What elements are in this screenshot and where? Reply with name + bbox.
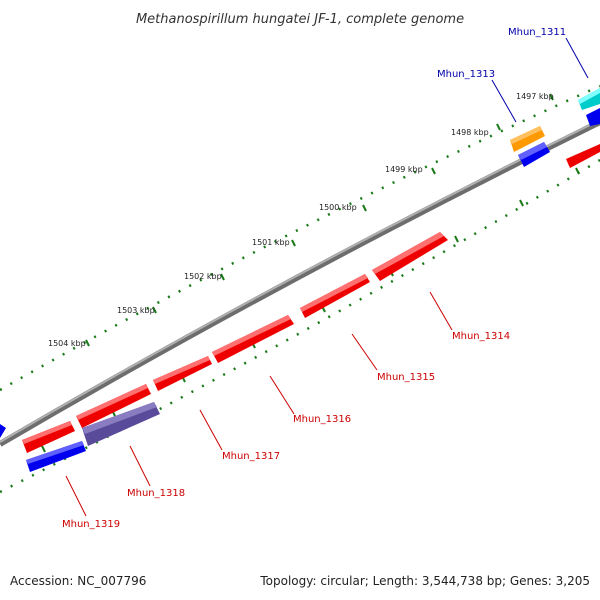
- gene-mhun-1311-blue[interactable]: [586, 108, 600, 126]
- gene-right-edge-red[interactable]: [566, 144, 600, 168]
- gene-label-mhun-1315[interactable]: Mhun_1315: [377, 372, 435, 383]
- label-leaders: [65, 37, 589, 517]
- major-tick-1500: 1500 kbp: [319, 203, 367, 212]
- gene-mhun-1313-blue[interactable]: [518, 142, 550, 167]
- gene-mhun-1318-forward[interactable]: [76, 384, 151, 428]
- svg-text:1504 kbp: 1504 kbp: [48, 339, 86, 348]
- genome-backbone: [0, 119, 600, 447]
- gene-mhun-1314[interactable]: [372, 232, 448, 281]
- major-tick-1503: 1503 kbp: [117, 306, 157, 315]
- gene-label-mhun-1311[interactable]: Mhun_1311: [508, 27, 566, 38]
- svg-text:1501 kbp: 1501 kbp: [252, 238, 290, 247]
- major-tick-1499: 1499 kbp: [385, 165, 436, 175]
- svg-text:1503 kbp: 1503 kbp: [117, 306, 155, 315]
- major-tick-1497: 1497 kbp: [516, 92, 554, 101]
- gene-label-mhun-1313[interactable]: Mhun_1313: [437, 69, 495, 80]
- svg-text:1502 kbp: 1502 kbp: [184, 272, 222, 281]
- gene-label-mhun-1318[interactable]: Mhun_1318: [127, 488, 185, 499]
- major-tick-1501: 1501 kbp: [252, 238, 296, 247]
- gene-label-mhun-1317[interactable]: Mhun_1317: [222, 451, 280, 462]
- gene-left-edge-blue[interactable]: [0, 424, 6, 438]
- gene-label-mhun-1314[interactable]: Mhun_1314: [452, 331, 510, 342]
- svg-text:1499 kbp: 1499 kbp: [385, 165, 423, 174]
- major-tick-1504: 1504 kbp: [48, 339, 90, 348]
- gene-mhun-1311[interactable]: [578, 88, 600, 110]
- gene-mhun-1319-forward[interactable]: [22, 421, 75, 453]
- gene-label-mhun-1316[interactable]: Mhun_1316: [293, 414, 351, 425]
- gene-mhun-1317[interactable]: [153, 356, 212, 391]
- gene-mhun-1316[interactable]: [212, 315, 294, 363]
- gene-mhun-1313[interactable]: [510, 126, 545, 152]
- svg-text:1498 kbp: 1498 kbp: [451, 128, 489, 137]
- major-tick-1498: 1498 kbp: [451, 123, 501, 137]
- gene-label-mhun-1319[interactable]: Mhun_1319: [62, 519, 120, 530]
- outer-tick-track: [0, 84, 600, 392]
- gene-mhun-1315[interactable]: [300, 274, 370, 318]
- gene-mhun-1318[interactable]: [82, 402, 160, 446]
- major-tick-1502: 1502 kbp: [184, 272, 225, 281]
- accession-text: Accession: NC_007796: [10, 574, 147, 588]
- gene-mhun-1319[interactable]: [26, 441, 86, 472]
- svg-text:1500 kbp: 1500 kbp: [319, 203, 357, 212]
- svg-text:1497 kbp: 1497 kbp: [516, 92, 554, 101]
- genome-summary-text: Topology: circular; Length: 3,544,738 bp…: [260, 574, 590, 588]
- map-title: Methanospirillum hungatei JF-1, complete…: [136, 12, 464, 27]
